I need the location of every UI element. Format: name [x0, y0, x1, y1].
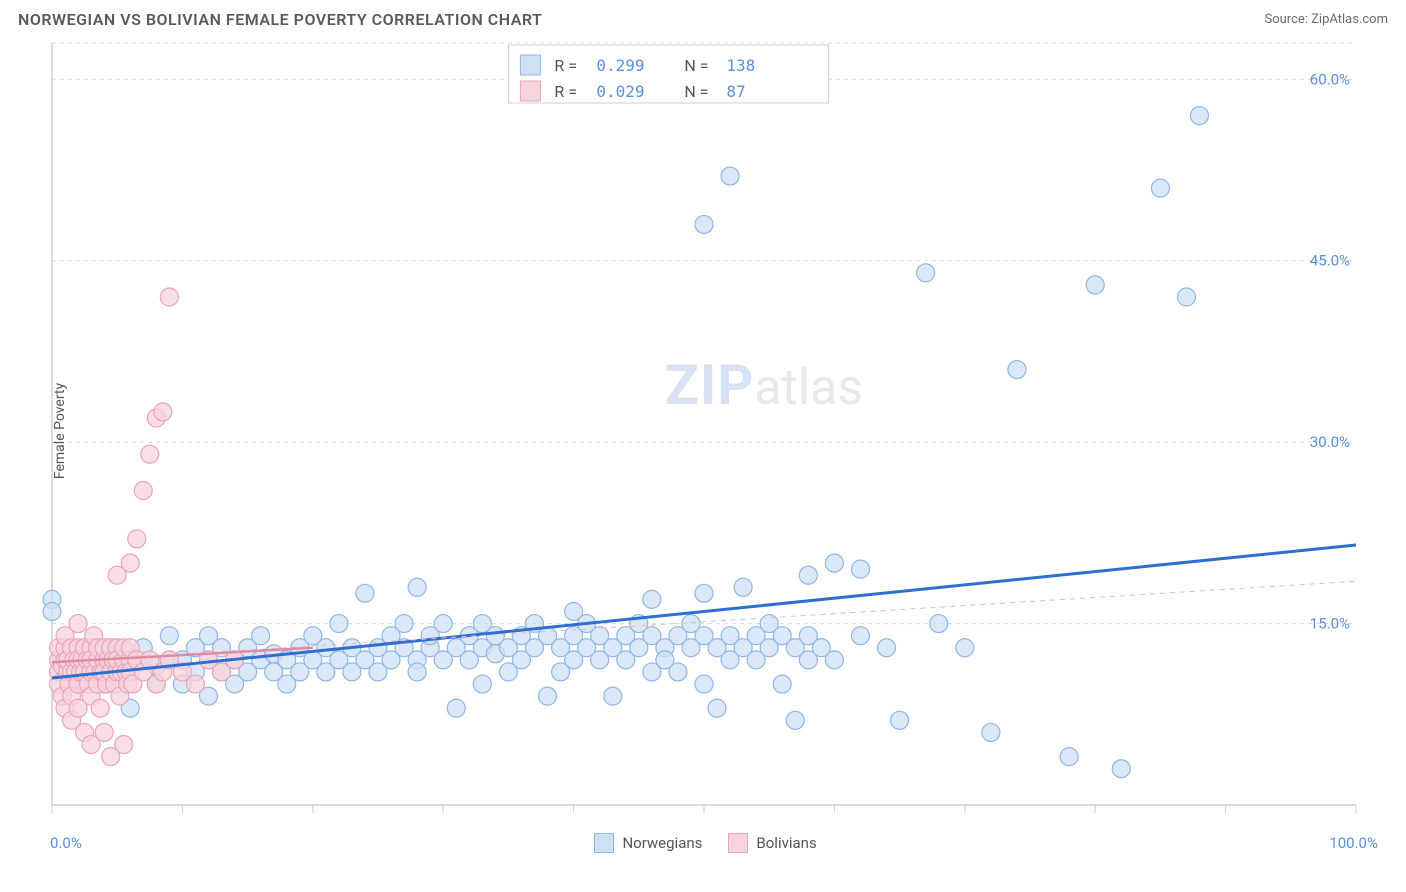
chart-title: NORWEGIAN VS BOLIVIAN FEMALE POVERTY COR…: [18, 10, 542, 29]
svg-text:R =: R =: [554, 56, 577, 75]
x-axis-end-label: 100.0%: [1329, 834, 1378, 852]
svg-text:87: 87: [726, 82, 745, 101]
chart-header: NORWEGIAN VS BOLIVIAN FEMALE POVERTY COR…: [0, 0, 1406, 35]
svg-text:60.0%: 60.0%: [1310, 70, 1350, 88]
series-legend: Norwegians Bolivians: [594, 833, 816, 853]
svg-text:0.029: 0.029: [596, 82, 644, 101]
legend-swatch-icon: [728, 833, 748, 853]
svg-text:45.0%: 45.0%: [1310, 252, 1350, 270]
svg-text:N =: N =: [684, 56, 708, 75]
svg-text:R =: R =: [554, 82, 577, 101]
svg-text:30.0%: 30.0%: [1310, 433, 1350, 451]
y-axis-label: Female Poverty: [52, 383, 68, 479]
legend-swatch-icon: [594, 833, 614, 853]
legend-label: Bolivians: [756, 834, 816, 852]
svg-text:15.0%: 15.0%: [1310, 615, 1350, 633]
x-axis-legend-row: 0.0% Norwegians Bolivians 100.0%: [0, 827, 1406, 853]
legend-item-norwegians: Norwegians: [594, 833, 702, 853]
legend-label: Norwegians: [622, 834, 702, 852]
svg-text:ZIPatlas: ZIPatlas: [665, 352, 863, 418]
svg-text:138: 138: [726, 56, 755, 75]
legend-item-bolivians: Bolivians: [728, 833, 816, 853]
chart-container: Female Poverty 15.0% 30.0% 45.0% 60.0% ZIPat…: [18, 35, 1388, 827]
svg-text:N =: N =: [684, 82, 708, 101]
x-axis-start-label: 0.0%: [50, 834, 82, 852]
source-attribution: Source: ZipAtlas.com: [1264, 12, 1388, 27]
scatter-chart: 15.0% 30.0% 45.0% 60.0% ZIPatlas R = 0.299 N = 1…: [18, 35, 1358, 827]
svg-text:0.299: 0.299: [596, 56, 644, 75]
